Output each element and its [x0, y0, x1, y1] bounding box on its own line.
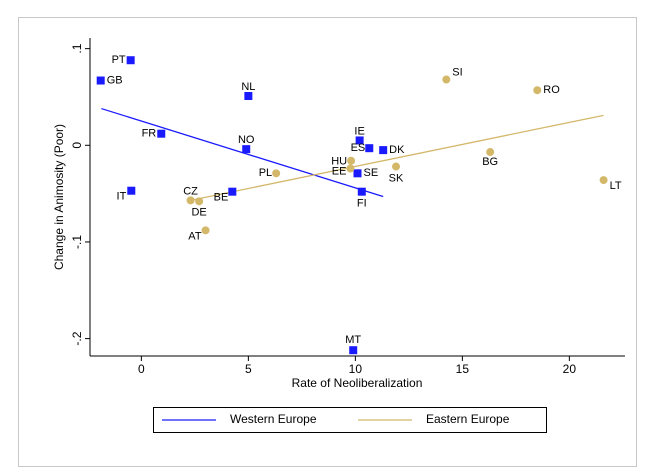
point-label: RO	[543, 84, 560, 96]
point	[242, 145, 251, 154]
legend-label: Eastern Europe	[426, 412, 510, 426]
point	[599, 176, 608, 185]
point-label: PL	[259, 167, 272, 179]
point-label: DE	[191, 206, 206, 218]
point	[201, 226, 210, 235]
point-label: LT	[610, 180, 622, 192]
point-label: EE	[332, 165, 347, 177]
y-tick-label: .1	[70, 43, 84, 53]
legend-label: Western Europe	[230, 412, 317, 426]
point-label: IT	[117, 191, 127, 203]
point	[365, 144, 374, 153]
point-label: SI	[452, 66, 462, 78]
point	[126, 56, 135, 65]
point	[379, 146, 388, 155]
x-tick-label: 0	[138, 362, 145, 376]
point-label: CZ	[183, 185, 198, 197]
point-label: MT	[345, 334, 361, 346]
x-axis-title: Rate of Neoliberalization	[292, 376, 423, 390]
point-label: IE	[354, 125, 364, 137]
point	[157, 129, 166, 138]
point	[349, 346, 358, 355]
y-axis-title: Change in Animosity (Poor)	[52, 124, 66, 270]
point-label: SE	[364, 167, 379, 179]
point	[442, 75, 451, 84]
point-label: FI	[357, 198, 367, 210]
point	[392, 162, 401, 171]
point-label: AT	[188, 230, 202, 242]
y-tick-label: 0	[70, 142, 84, 149]
point-label: GB	[107, 74, 123, 86]
point	[347, 156, 356, 165]
point-label: BE	[214, 192, 229, 204]
x-tick-label: 10	[349, 362, 363, 376]
point-label: NL	[241, 81, 255, 93]
point	[533, 86, 542, 95]
graph-frame	[18, 17, 637, 467]
point	[127, 186, 136, 195]
x-tick-label: 20	[563, 362, 577, 376]
point-label: ES	[351, 142, 366, 154]
x-tick-label: 15	[456, 362, 470, 376]
y-tick-label: -.2	[70, 331, 84, 345]
fit-line	[190, 114, 604, 202]
point	[353, 169, 362, 178]
point-label: HU	[331, 156, 347, 168]
point	[186, 196, 195, 205]
point-label: DK	[389, 144, 405, 156]
y-tick-label: -.1	[70, 235, 84, 249]
point	[357, 187, 366, 196]
point-label: NO	[238, 134, 255, 146]
point	[486, 148, 495, 157]
point-label: FR	[142, 128, 157, 140]
point	[272, 169, 281, 178]
point-label: SK	[389, 172, 404, 184]
point	[96, 76, 105, 85]
legend	[153, 407, 547, 433]
point-label: PT	[112, 54, 126, 66]
point	[195, 197, 204, 206]
x-tick-label: 5	[245, 362, 252, 376]
point	[228, 187, 237, 196]
point-label: BG	[482, 156, 498, 168]
point	[346, 164, 355, 173]
point	[244, 91, 253, 100]
point	[355, 136, 364, 145]
